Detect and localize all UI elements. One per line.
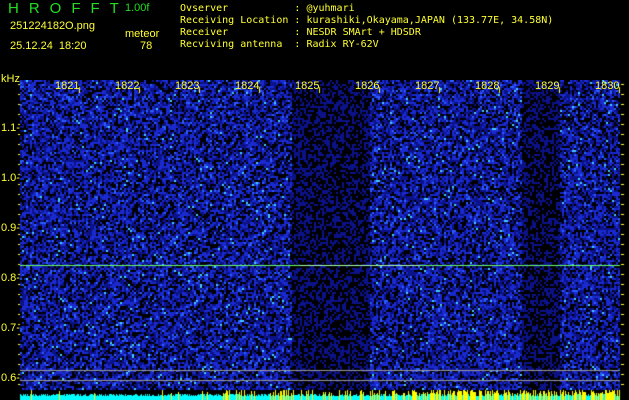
- count: 78: [140, 40, 153, 52]
- waterfall-spectrogram: [0, 80, 629, 400]
- y-tick-label: 0.7-: [1, 322, 20, 334]
- y-tick-label: 0.8-: [1, 272, 20, 284]
- info-observer: Ovserver : @yuhmari: [180, 3, 355, 14]
- version: 1.00f: [125, 2, 150, 14]
- x-tick-label: 1823: [175, 80, 200, 92]
- y-tick-label: 0.6-: [1, 372, 20, 384]
- x-tick-label: 1824: [235, 80, 260, 92]
- x-tick-label: 1827: [415, 80, 440, 92]
- x-tick-label: 1828: [475, 80, 500, 92]
- datetime: 25.12.24 18:20: [10, 40, 87, 52]
- x-tick-label: 1830: [595, 80, 620, 92]
- y-unit-label: kHz: [1, 73, 20, 85]
- app-title: HROFFT: [8, 0, 129, 17]
- info-location: Receiving Location : kurashiki,Okayama,J…: [180, 15, 554, 26]
- x-tick-label: 1829: [535, 80, 560, 92]
- y-tick-label: 1.0-: [1, 172, 20, 184]
- x-tick-label: 1825: [295, 80, 320, 92]
- y-tick-label: 1.1-: [1, 122, 20, 134]
- y-tick-label: 0.9-: [1, 222, 20, 234]
- filename: 251224182O.png: [10, 20, 96, 32]
- mode-label: meteor: [125, 28, 160, 40]
- info-antenna: Recviving antenna : Radix RY-62V: [180, 39, 379, 50]
- x-tick-label: 1821: [55, 80, 80, 92]
- x-tick-label: 1826: [355, 80, 380, 92]
- x-tick-label: 1822: [115, 80, 140, 92]
- info-receiver: Receiver : NESDR SMArt + HDSDR: [180, 27, 421, 38]
